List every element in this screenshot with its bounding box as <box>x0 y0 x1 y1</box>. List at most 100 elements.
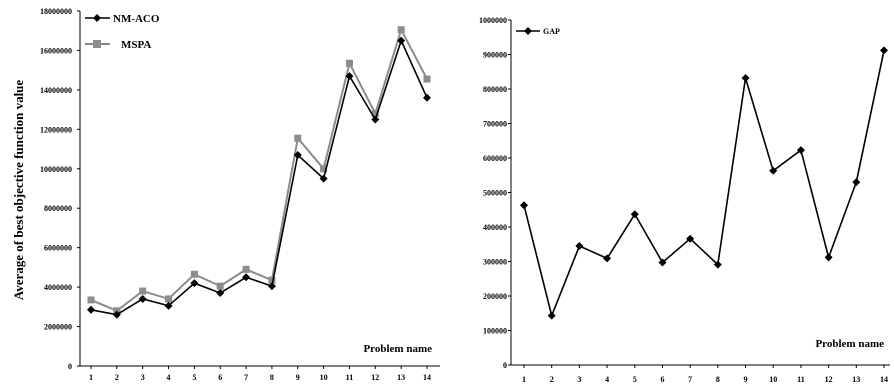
left-mspa-point <box>423 75 431 83</box>
right-x-tick-label: 3 <box>577 375 581 384</box>
left-nm-aco-point <box>87 305 95 314</box>
left-x-tick-label: 1 <box>89 373 93 382</box>
right-gap-point <box>686 234 695 243</box>
left-x-axis-title: Problem name <box>363 343 432 355</box>
right-gap-point <box>603 254 612 263</box>
left-x-tick-label: 9 <box>296 373 300 382</box>
right-y-tick-label: 700000 <box>483 120 507 129</box>
right-x-tick-label: 12 <box>825 375 833 384</box>
right-gap-point <box>658 258 667 267</box>
left-nm-aco-point <box>319 174 328 183</box>
right-y-tick-label: 900000 <box>483 51 507 60</box>
left-legend-nmaco-marker <box>93 14 101 22</box>
left-y-tick-label: 18000000 <box>40 7 72 16</box>
right-gap-point <box>547 311 556 320</box>
right-gap-point <box>520 201 528 210</box>
left-y-tick-label: 12000000 <box>40 125 72 134</box>
left-x-tick-label: 7 <box>244 373 248 382</box>
left-nm-aco-point <box>397 36 406 45</box>
right-y-tick-label: 1000000 <box>479 16 507 25</box>
left-mspa-point <box>294 134 302 142</box>
right-gap-point <box>852 178 861 187</box>
left-mspa-point <box>165 295 173 303</box>
left-mspa-point <box>190 270 198 278</box>
right-chart: Problem name GAP 0 100000 200000 300000 4000… <box>479 16 890 384</box>
right-x-tick-label: 1 <box>522 375 526 384</box>
right-gap-point <box>713 260 722 269</box>
right-x-tick-label: 13 <box>852 375 860 384</box>
right-legend-gap-label: GAP <box>543 27 560 36</box>
left-x-tick-label: 6 <box>218 373 222 382</box>
left-nm-aco-point <box>190 279 199 288</box>
left-chart: Average of best objective function value… <box>11 7 440 382</box>
right-gap-point <box>880 46 888 55</box>
right-x-tick-label: 6 <box>660 375 664 384</box>
left-series-nm-aco-line <box>90 38 428 316</box>
left-series-mspa-line <box>90 27 428 312</box>
left-nm-aco-point <box>267 282 276 291</box>
right-x-tick-label: 7 <box>688 375 692 384</box>
right-x-axis-title: Problem name <box>815 338 884 350</box>
left-nm-aco-point <box>216 289 225 298</box>
left-nm-aco-point <box>138 294 147 303</box>
left-x-tick-label: 12 <box>371 373 379 382</box>
left-x-tick-label: 5 <box>192 373 196 382</box>
left-y-axis-title: Average of best objective function value <box>11 80 26 301</box>
right-x-tick-label: 8 <box>716 375 720 384</box>
right-y-tick-label: 500000 <box>483 189 507 198</box>
left-x-tick-label: 10 <box>320 373 328 382</box>
right-y-tick-label: 600000 <box>483 154 507 163</box>
left-mspa-point <box>397 26 405 34</box>
left-x-tick-label: 14 <box>423 373 431 382</box>
left-mspa-point <box>268 276 276 284</box>
right-series-gap-line <box>523 50 885 319</box>
right-legend: GAP <box>516 27 560 36</box>
right-gap-point <box>824 253 833 262</box>
left-nm-aco-point <box>345 72 354 81</box>
right-x-tick-label: 4 <box>605 375 609 384</box>
left-mspa-point <box>87 296 95 304</box>
left-y-tick-label: 2000000 <box>44 323 72 332</box>
left-x-tick-label: 3 <box>141 373 145 382</box>
left-y-tick-label: 6000000 <box>44 244 72 253</box>
right-gap-point <box>769 166 778 175</box>
left-mspa-point <box>320 165 328 173</box>
right-x-tick-label: 2 <box>550 375 554 384</box>
left-nm-aco-point <box>164 301 173 310</box>
left-x-tick-label: 8 <box>270 373 274 382</box>
left-mspa-point <box>216 282 224 290</box>
right-x-tick-label: 9 <box>744 375 748 384</box>
right-y-tick-label: 200000 <box>483 292 507 301</box>
left-legend-nmaco-label: NM-ACO <box>113 13 160 25</box>
right-y-tick-label: 0 <box>503 361 507 370</box>
left-nm-aco-point <box>371 115 380 124</box>
right-y-tick-label: 300000 <box>483 258 507 267</box>
left-x-tick-label: 2 <box>115 373 119 382</box>
left-nm-aco-point <box>112 310 121 319</box>
right-y-tick-label: 100000 <box>483 327 507 336</box>
left-mspa-point <box>371 110 379 118</box>
left-y-tick-label: 14000000 <box>40 86 72 95</box>
left-x-tick-label: 4 <box>167 373 171 382</box>
left-y-tick-label: 4000000 <box>44 283 72 292</box>
right-y-tick-label: 400000 <box>483 223 507 232</box>
left-mspa-point <box>139 287 147 295</box>
left-legend-mspa-marker <box>93 40 101 48</box>
left-nm-aco-point <box>293 150 302 159</box>
left-legend: NM-ACO MSPA <box>85 13 160 51</box>
left-x-tick-label: 11 <box>346 373 354 382</box>
left-x-tick-label: 13 <box>397 373 405 382</box>
right-gap-point <box>741 73 750 82</box>
right-x-tick-label: 5 <box>633 375 637 384</box>
left-y-tick-label: 16000000 <box>40 46 72 55</box>
left-y-tick-label: 10000000 <box>40 165 72 174</box>
left-y-tick-label: 0 <box>68 362 72 371</box>
left-mspa-point <box>345 59 353 67</box>
right-x-tick-label: 14 <box>880 375 888 384</box>
left-mspa-point <box>242 265 250 273</box>
right-legend-gap-marker <box>524 27 532 35</box>
right-gap-point <box>796 146 805 155</box>
left-nm-aco-point <box>242 273 251 282</box>
right-gap-point <box>575 241 584 250</box>
